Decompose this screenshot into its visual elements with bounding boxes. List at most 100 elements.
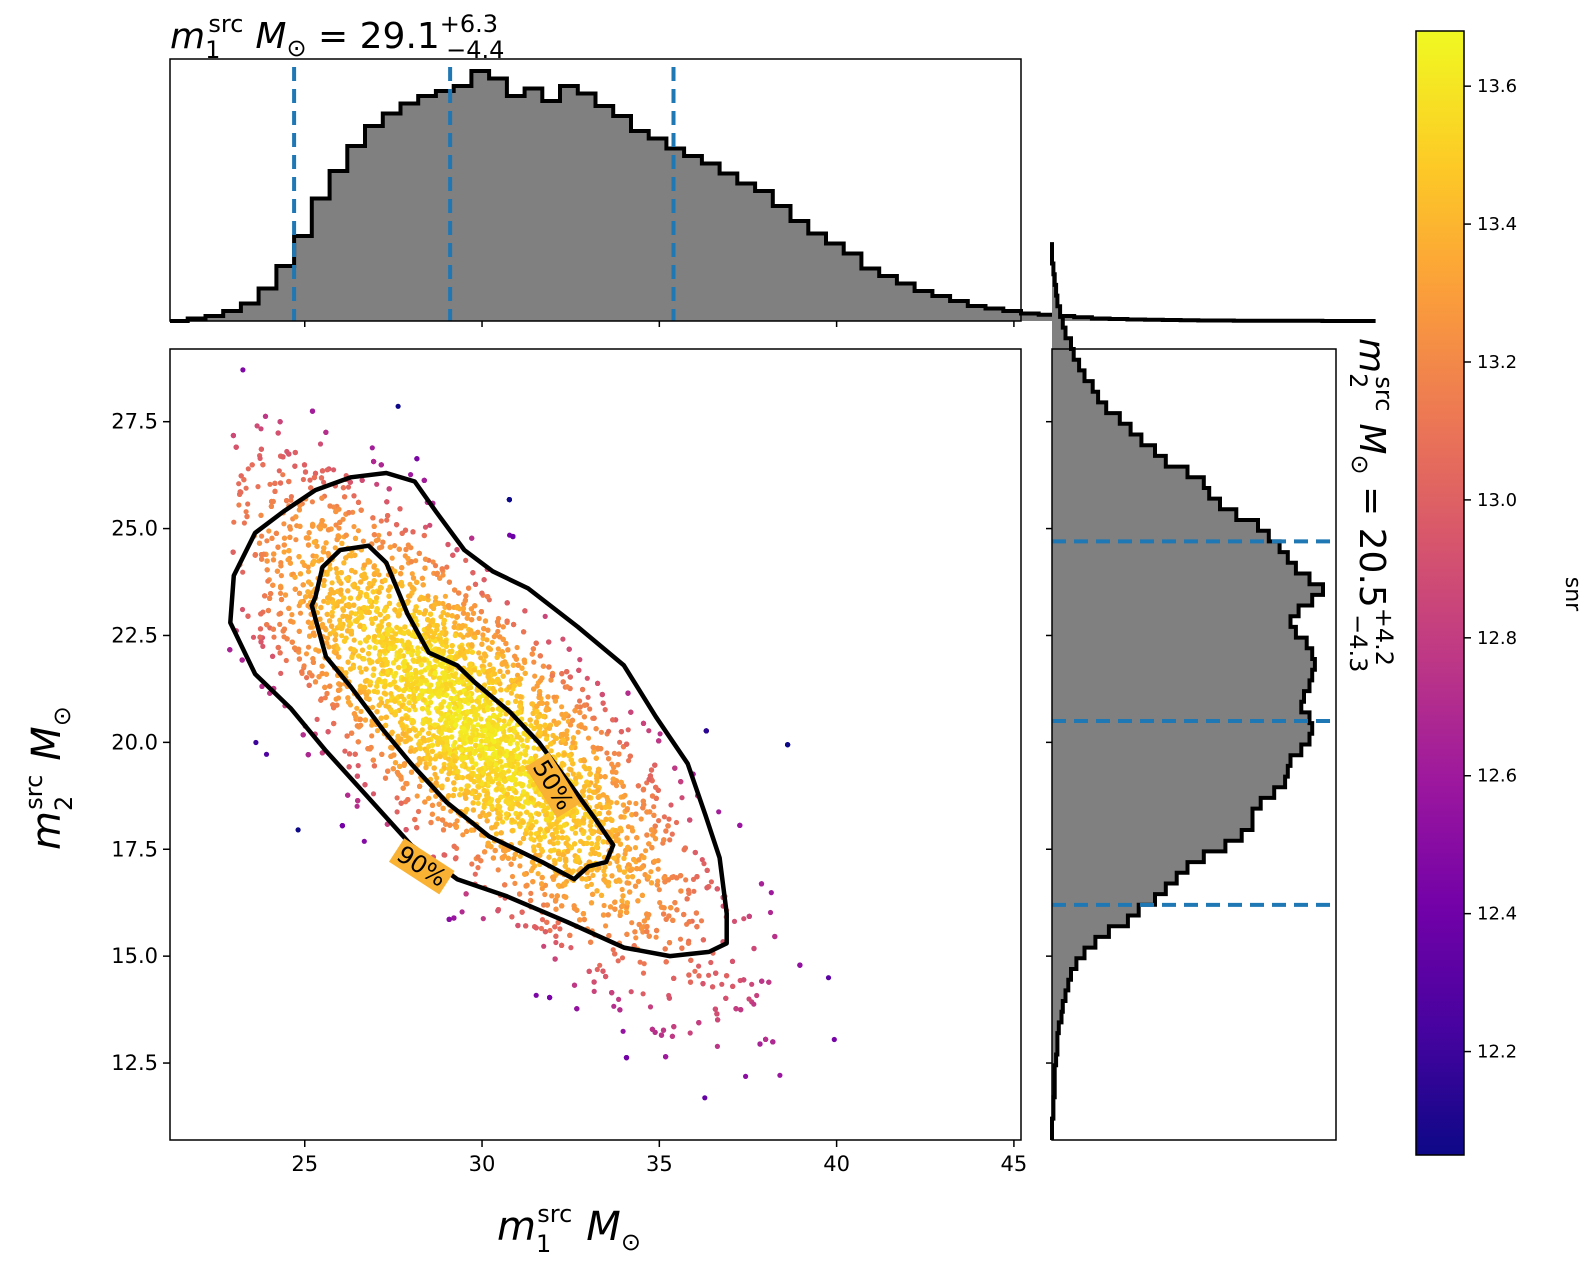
scatter-point: [588, 881, 595, 888]
scatter-point: [338, 591, 344, 597]
scatter-point: [628, 989, 634, 995]
scatter-point: [767, 909, 774, 916]
scatter-point: [495, 646, 501, 652]
scatter-point: [538, 925, 545, 932]
scatter-point: [612, 899, 618, 906]
scatter-point: [666, 816, 672, 822]
scatter-point: [611, 750, 618, 757]
scatter-point: [452, 632, 458, 639]
scatter-point: [267, 481, 273, 487]
scatter-point: [354, 803, 360, 809]
scatter-point: [617, 878, 623, 884]
scatter-point: [743, 1156, 748, 1161]
scatter-point: [655, 878, 661, 884]
scatter-point: [408, 472, 414, 478]
scatter-point: [476, 792, 482, 798]
scatter-point: [615, 958, 621, 964]
scatter-point: [553, 939, 559, 946]
scatter-point: [276, 468, 282, 474]
scatter-point: [626, 758, 632, 764]
scatter-point: [533, 992, 539, 998]
top-histogram-title: m1src M⊙ = 29.1+6.3 −4.4: [170, 10, 504, 64]
scatter-point: [255, 484, 261, 490]
scatter-point: [277, 590, 284, 597]
scatter-point: [459, 909, 465, 915]
scatter-point: [376, 532, 382, 538]
scatter-point: [619, 886, 625, 893]
scatter-point: [243, 485, 249, 491]
scatter-point: [438, 614, 444, 620]
scatter-point: [749, 981, 755, 987]
scatter-point: [511, 855, 517, 862]
scatter-point: [414, 793, 420, 799]
scatter-point: [350, 509, 356, 515]
scatter-point: [281, 549, 287, 555]
scatter-point: [637, 959, 643, 965]
scatter-point: [687, 1030, 693, 1036]
scatter-point: [500, 819, 506, 825]
scatter-point: [361, 838, 367, 844]
scatter-point: [358, 669, 364, 675]
scatter-point: [754, 992, 760, 999]
scatter-point: [708, 959, 714, 966]
scatter-point: [406, 735, 412, 741]
scatter-point: [463, 557, 469, 564]
scatter-point: [656, 818, 662, 824]
scatter-point: [487, 715, 493, 721]
scatter-point: [587, 706, 593, 712]
scatter-point: [528, 868, 535, 874]
scatter-point: [432, 771, 438, 777]
scatter-point: [669, 831, 675, 837]
scatter-point: [480, 916, 486, 922]
scatter-point: [321, 479, 327, 485]
scatter-point: [240, 367, 246, 373]
scatter-point: [426, 761, 433, 767]
scatter-point: [263, 751, 270, 757]
scatter-point: [440, 670, 446, 676]
scatter-point: [614, 800, 620, 806]
scatter-point: [384, 517, 390, 523]
scatter-point: [253, 739, 259, 746]
scatter-point: [322, 695, 328, 701]
scatter-point: [638, 816, 644, 822]
scatter-point: [661, 814, 668, 820]
scatter-point: [508, 690, 514, 696]
scatter-point: [314, 716, 320, 723]
scatter-point: [386, 531, 392, 537]
top-histogram: [170, 69, 1376, 323]
scatter-point: [714, 1043, 721, 1049]
scatter-point: [611, 1003, 617, 1009]
scatter-point: [369, 733, 375, 739]
scatter-point: [626, 800, 633, 806]
scatter-point: [258, 426, 264, 432]
scatter-point: [478, 738, 485, 744]
scatter-point: [305, 644, 312, 650]
scatter-point: [333, 522, 339, 528]
scatter-point: [656, 887, 662, 893]
scatter-point: [495, 867, 501, 873]
scatter-point: [470, 765, 476, 771]
scatter-point: [422, 524, 429, 530]
scatter-point: [489, 706, 496, 713]
scatter-point: [514, 644, 520, 651]
scatter-point: [409, 571, 415, 577]
scatter-point: [301, 663, 307, 669]
scatter-point: [542, 891, 548, 898]
scatter-point: [625, 824, 632, 830]
scatter-point: [606, 728, 612, 734]
scatter-point: [576, 848, 583, 854]
scatter-point: [602, 872, 608, 878]
scatter-point: [296, 603, 302, 609]
scatter-point: [480, 632, 486, 638]
scatter-point: [259, 533, 265, 539]
scatter-point: [365, 559, 371, 565]
scatter-point: [572, 830, 579, 836]
scatter-point: [321, 598, 327, 604]
scatter-point: [370, 791, 377, 797]
scatter-point: [640, 991, 646, 997]
scatter-point: [506, 768, 512, 774]
scatter-point: [355, 763, 361, 769]
scatter-point: [340, 516, 346, 522]
scatter-point: [539, 885, 545, 892]
